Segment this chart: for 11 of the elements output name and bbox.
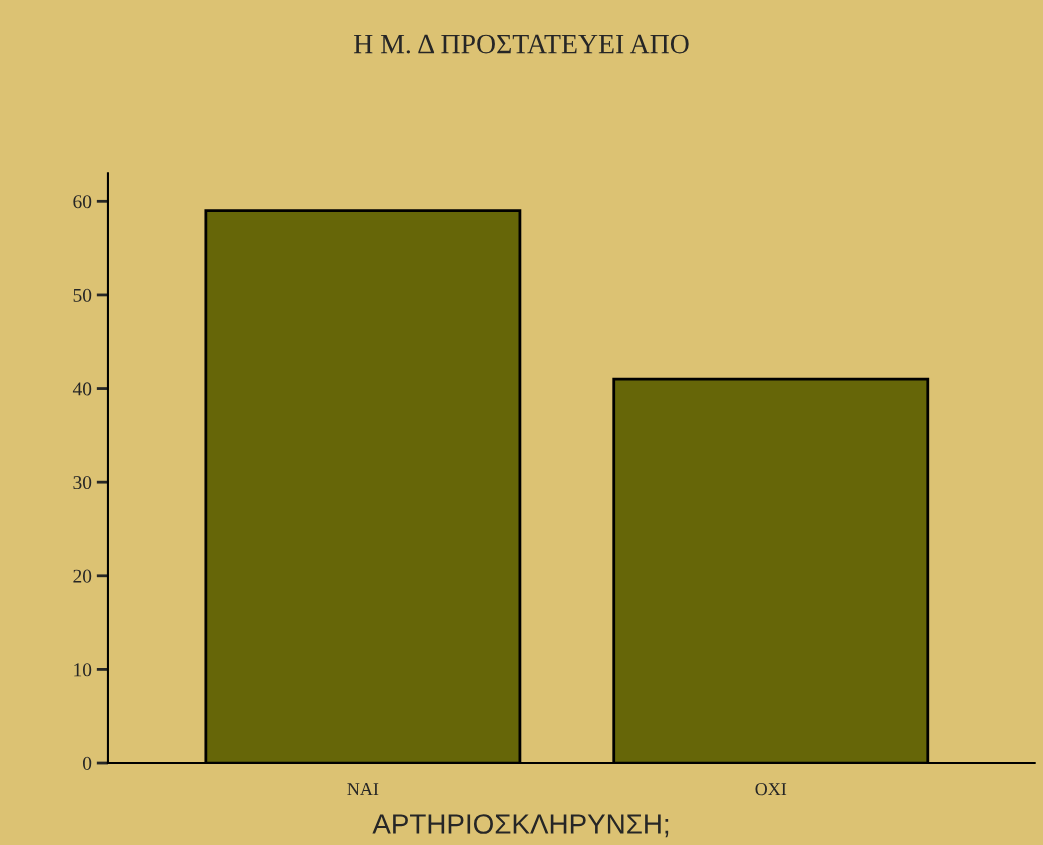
y-tick-label: 10 (74, 663, 92, 677)
y-tick-label: 30 (73, 475, 92, 490)
y-tick-label: 60 (73, 195, 92, 209)
y-tick-label: 50 (73, 288, 92, 302)
chart-title: Η Μ. Δ ΠΡΟΣΤΑΤΕΥΕΙ ΑΠΟ (353, 34, 689, 54)
x-tick-label: ΝΑΙ (347, 783, 379, 796)
y-tick-label: 0 (83, 756, 92, 770)
x-axis-title: ΑΡΤΗΡΙΟΣΚΛΗΡΥΝΣΗ; (372, 814, 669, 838)
y-tick-label: 40 (72, 382, 92, 396)
x-tick-label: ΟΧΙ (755, 783, 787, 796)
y-tick-label: 20 (73, 569, 92, 583)
